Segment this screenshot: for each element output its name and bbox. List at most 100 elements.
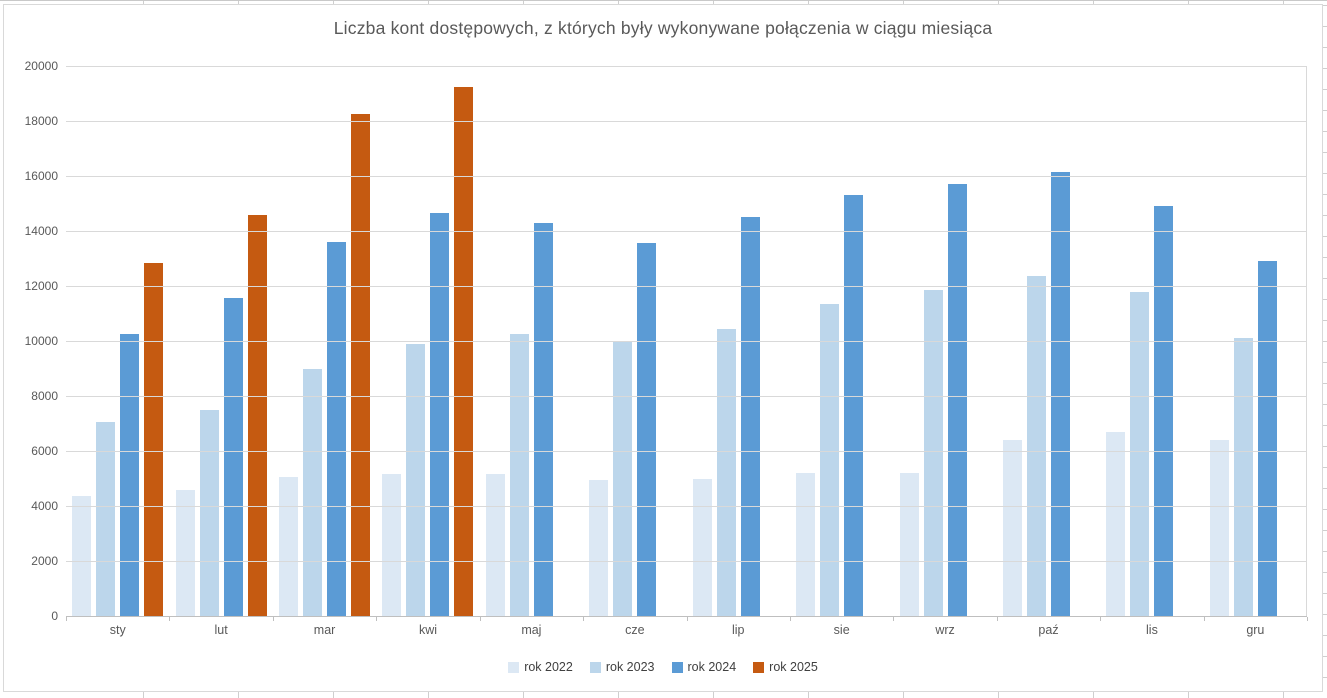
legend-label: rok 2023 — [605, 660, 655, 674]
bar-kwi-rok-2025[interactable] — [454, 86, 474, 616]
gridline-20000 — [66, 66, 1307, 67]
bar-cze-rok-2022[interactable] — [589, 479, 609, 616]
gridline-14000 — [66, 231, 1307, 232]
bar-maj-rok-2024[interactable] — [533, 222, 553, 616]
bar-sty-rok-2024[interactable] — [120, 334, 140, 616]
x-tick-label-mar: mar — [313, 623, 336, 637]
bar-sie-rok-2024[interactable] — [844, 195, 864, 616]
bar-lut-rok-2025[interactable] — [247, 214, 267, 616]
bar-lip-rok-2022[interactable] — [692, 478, 712, 616]
bar-cze-rok-2024[interactable] — [637, 243, 657, 616]
bar-paź-rok-2024[interactable] — [1051, 171, 1070, 616]
bar-maj-rok-2023[interactable] — [509, 334, 529, 616]
category-tick — [66, 617, 67, 621]
bar-lip-rok-2024[interactable] — [740, 217, 760, 616]
bar-group-sty — [66, 66, 169, 616]
bar-group-kwi — [376, 66, 479, 616]
y-tick-label-2000: 2000 — [31, 554, 58, 568]
bar-wrz-rok-2023[interactable] — [923, 290, 943, 616]
bar-gru-rok-2022[interactable] — [1209, 440, 1229, 616]
x-axis-line — [66, 616, 1307, 617]
y-axis: 0 2000 4000 6000 8000 10000 12000 14000 16000 180… — [4, 60, 58, 622]
bar-wrz-rok-2022[interactable] — [899, 473, 919, 616]
gridline-12000 — [66, 286, 1307, 287]
category-tick — [996, 617, 998, 621]
category-tick — [1100, 617, 1102, 621]
x-tick-label-cze: cze — [625, 623, 645, 637]
bar-mar-rok-2024[interactable] — [327, 242, 347, 616]
legend-entry-rok-2022[interactable]: rok 2022 — [508, 660, 573, 674]
bar-lut-rok-2022[interactable] — [175, 489, 195, 616]
bar-gru-rok-2023[interactable] — [1233, 338, 1253, 616]
category-tick — [1307, 617, 1308, 621]
bar-gru-rok-2024[interactable] — [1257, 261, 1277, 616]
gridline-6000 — [66, 451, 1307, 452]
category-tick — [376, 617, 378, 621]
bar-group-gru — [1204, 66, 1307, 616]
bar-paź-rok-2023[interactable] — [1027, 276, 1046, 616]
y-tick-label-18000: 18000 — [24, 114, 58, 128]
bar-lut-rok-2023[interactable] — [199, 409, 219, 616]
category-tick — [479, 617, 481, 621]
bars-row — [66, 66, 1307, 616]
bar-kwi-rok-2023[interactable] — [406, 343, 426, 616]
bar-kwi-rok-2024[interactable] — [430, 213, 450, 616]
bar-lut-rok-2024[interactable] — [223, 298, 243, 616]
bar-mar-rok-2023[interactable] — [303, 368, 323, 616]
bar-sty-rok-2022[interactable] — [72, 496, 92, 616]
legend-marker-icon — [589, 661, 601, 673]
x-tick-label-paź: paź — [1038, 623, 1059, 637]
bar-cze-rok-2023[interactable] — [613, 342, 633, 616]
bar-lis-rok-2023[interactable] — [1130, 291, 1150, 616]
legend-entry-rok-2024[interactable]: rok 2024 — [671, 660, 737, 674]
bar-lis-rok-2022[interactable] — [1106, 431, 1126, 616]
legend-label: rok 2024 — [687, 660, 737, 674]
bar-sie-rok-2023[interactable] — [820, 303, 840, 616]
legend-marker-icon — [671, 661, 683, 673]
y-tick-label-0: 0 — [51, 609, 58, 623]
category-tick — [583, 617, 585, 621]
y-tick-label-6000: 6000 — [31, 444, 58, 458]
bar-group-maj — [480, 66, 583, 616]
bar-group-lis — [1100, 66, 1203, 616]
legend-label: rok 2022 — [524, 660, 573, 674]
sheet-gridline-stubs-bottom — [0, 692, 1327, 698]
legend-entry-rok-2025[interactable]: rok 2025 — [753, 660, 818, 674]
bar-mar-rok-2025[interactable] — [351, 114, 371, 616]
chart-title[interactable]: Liczba kont dostępowych, z których były … — [333, 18, 993, 38]
x-tick-label-maj: maj — [521, 623, 542, 637]
bar-group-wrz — [893, 66, 996, 616]
gridline-4000 — [66, 506, 1307, 507]
gridline-2000 — [66, 561, 1307, 562]
bar-paź-rok-2022[interactable] — [1003, 440, 1022, 616]
gridline-10000 — [66, 341, 1307, 342]
category-tick — [893, 617, 895, 621]
y-tick-label-16000: 16000 — [24, 169, 58, 183]
bar-wrz-rok-2024[interactable] — [947, 184, 967, 616]
category-tick — [686, 617, 688, 621]
x-tick-label-wrz: wrz — [935, 623, 955, 637]
bar-lis-rok-2024[interactable] — [1154, 206, 1174, 616]
bar-sty-rok-2023[interactable] — [96, 422, 116, 616]
legend-entry-rok-2023[interactable]: rok 2023 — [589, 660, 655, 674]
x-tick-label-sie: sie — [833, 623, 850, 637]
bar-kwi-rok-2022[interactable] — [382, 474, 402, 616]
bar-sie-rok-2022[interactable] — [796, 473, 816, 616]
bar-group-sie — [790, 66, 893, 616]
sheet-gridline-stubs-right — [1322, 0, 1327, 698]
bar-maj-rok-2022[interactable] — [485, 474, 505, 616]
bar-group-paź — [997, 66, 1100, 616]
y-tick-label-12000: 12000 — [24, 279, 58, 293]
chart[interactable]: Liczba kont dostępowych, z których były … — [3, 4, 1323, 692]
bar-mar-rok-2022[interactable] — [279, 477, 299, 616]
category-tick — [272, 617, 274, 621]
bar-sty-rok-2025[interactable] — [144, 262, 164, 616]
x-tick-label-lut: lut — [214, 623, 228, 637]
sheet-gridline-stubs-top — [0, 0, 1327, 6]
legend: rok 2022 rok 2023 rok 2024 rok 2025 — [4, 657, 1322, 677]
bar-lip-rok-2023[interactable] — [716, 328, 736, 616]
legend-marker-icon — [753, 661, 765, 673]
legend-marker-icon — [508, 661, 520, 673]
bar-group-lut — [169, 66, 272, 616]
